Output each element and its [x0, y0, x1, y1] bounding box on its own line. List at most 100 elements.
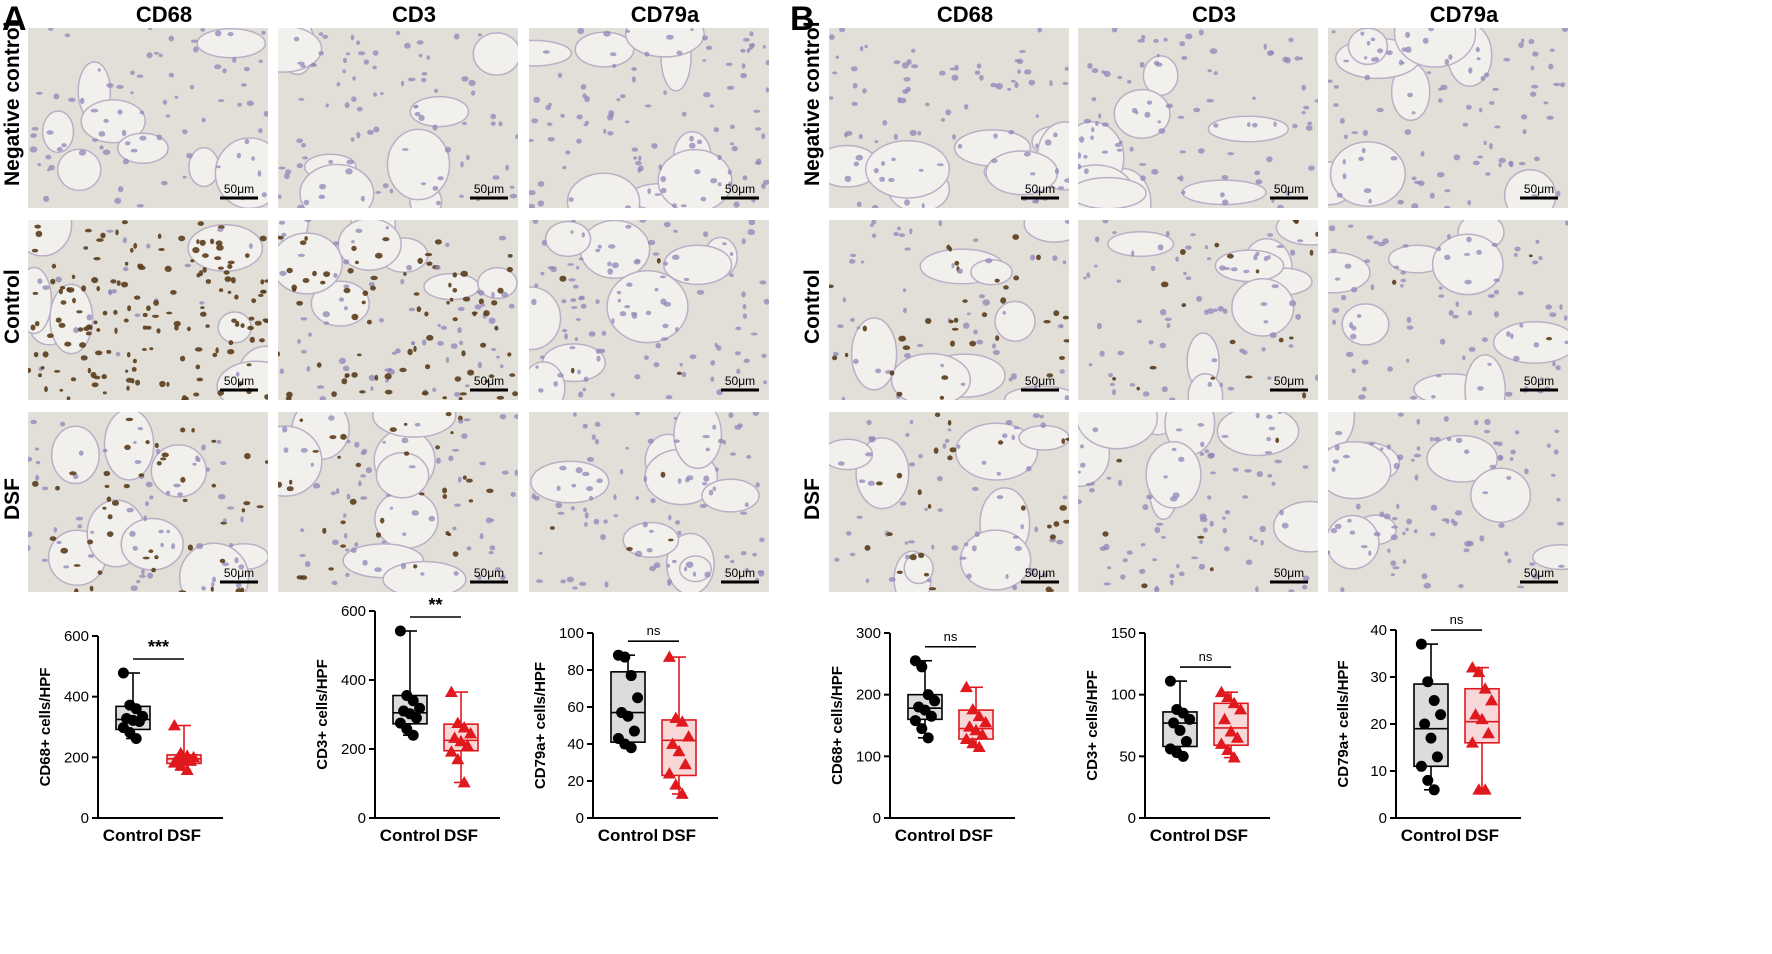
data-point-dsf: [464, 726, 478, 739]
significance-label: **: [428, 595, 442, 615]
y-tick-label: 50: [1119, 748, 1136, 765]
scale-bar-label: 50μm: [474, 374, 504, 388]
micrograph-a-control-cd79a: 50μm: [529, 220, 769, 400]
data-point-control: [407, 729, 419, 741]
y-axis-label: CD79a+ cells/HPF: [532, 662, 549, 789]
data-point-dsf: [966, 702, 980, 715]
data-point-control: [130, 703, 142, 715]
x-category-label: Control: [598, 826, 658, 845]
panel-letter-b: B: [790, 0, 815, 38]
y-tick-label: 200: [64, 749, 89, 766]
data-point-control: [394, 625, 406, 637]
x-category-label: Control: [380, 826, 440, 845]
y-tick-label: 600: [341, 603, 366, 620]
data-point-dsf: [1472, 665, 1486, 678]
y-tick-label: 100: [559, 625, 584, 642]
data-point-control: [1428, 695, 1440, 706]
y-tick-label: 150: [1111, 625, 1136, 642]
data-point-dsf: [454, 734, 468, 747]
data-point-dsf: [1227, 696, 1241, 709]
data-point-control: [133, 716, 145, 728]
x-category-label: Control: [1401, 826, 1461, 845]
scale-bar-label: 50μm: [725, 566, 755, 580]
data-point-dsf: [1481, 726, 1495, 739]
micrograph-b-dsf-cd3: 50μm: [1078, 412, 1318, 592]
data-point-dsf: [662, 767, 676, 779]
y-tick-label: 600: [64, 628, 89, 645]
micrograph-b-negative-control-cd68: 50μm: [829, 28, 1069, 208]
data-point-dsf: [167, 718, 181, 731]
data-point-dsf: [1478, 682, 1492, 694]
data-point-control: [1415, 760, 1427, 772]
y-tick-label: 200: [856, 687, 881, 704]
data-point-dsf: [1465, 736, 1479, 748]
micrograph-a-dsf-cd68: 50μm: [28, 412, 268, 592]
data-point-dsf: [457, 775, 471, 788]
scale-bar-label: 50μm: [1524, 374, 1554, 388]
significance-label: ***: [148, 637, 169, 657]
y-tick-label: 400: [341, 672, 366, 689]
micrograph-b-control-cd3: 50μm: [1078, 220, 1318, 400]
scale-bar-label: 50μm: [224, 374, 254, 388]
data-point-control: [909, 715, 921, 727]
column-header-a-cd79a: CD79a: [630, 2, 700, 27]
data-point-control: [414, 702, 426, 714]
data-point-dsf: [972, 709, 986, 722]
y-tick-label: 0: [1128, 810, 1136, 827]
data-point-dsf: [444, 745, 458, 757]
data-point-dsf: [972, 740, 986, 752]
data-point-control: [130, 733, 142, 745]
data-point-control: [619, 651, 631, 663]
y-tick-label: 0: [81, 810, 89, 827]
data-point-control: [1164, 675, 1176, 687]
data-point-control: [625, 742, 637, 754]
y-tick-label: 0: [358, 810, 366, 827]
data-point-dsf: [669, 711, 683, 723]
x-category-label: DSF: [444, 826, 478, 845]
data-point-dsf: [1227, 751, 1241, 763]
data-point-control: [622, 710, 634, 722]
x-category-label: DSF: [167, 826, 201, 845]
data-point-dsf: [969, 723, 983, 736]
micrograph-a-negative-control-cd68: 50μm: [28, 28, 268, 208]
x-category-label: Control: [895, 826, 955, 845]
scale-bar-label: 50μm: [1274, 374, 1304, 388]
scale-bar-label: 50μm: [1025, 566, 1055, 580]
scale-bar-label: 50μm: [224, 566, 254, 580]
data-point-dsf: [963, 720, 977, 732]
data-point-control: [1425, 732, 1437, 744]
data-point-control: [1174, 724, 1186, 736]
scale-bar-label: 50μm: [1524, 182, 1554, 196]
data-point-dsf: [1218, 712, 1232, 725]
y-tick-label: 40: [1370, 622, 1387, 639]
micrograph-b-dsf-cd68: 50μm: [829, 412, 1069, 592]
data-point-control: [628, 725, 640, 737]
scale-bar-label: 50μm: [1524, 566, 1554, 580]
column-header-b-cd79a: CD79a: [1429, 2, 1499, 27]
data-point-control: [1180, 736, 1192, 748]
data-point-dsf: [675, 787, 689, 799]
data-point-dsf: [666, 737, 680, 749]
data-point-dsf: [1214, 737, 1228, 749]
x-category-label: Control: [103, 826, 163, 845]
scale-bar-label: 50μm: [1274, 182, 1304, 196]
data-point-dsf: [448, 731, 462, 743]
data-point-dsf: [959, 680, 973, 693]
data-point-dsf: [1465, 661, 1479, 673]
column-header-b-cd3: CD3: [1191, 2, 1236, 27]
micrograph-a-negative-control-cd79a: 50μm: [529, 28, 769, 208]
micrograph-b-control-cd79a: 50μm: [1328, 220, 1568, 400]
significance-label: ns: [1199, 649, 1213, 664]
x-category-label: DSF: [662, 826, 696, 845]
data-point-dsf: [444, 685, 458, 697]
y-tick-label: 0: [1379, 810, 1387, 827]
y-axis-label: CD3+ cells/HPF: [314, 659, 331, 769]
data-point-dsf: [979, 715, 993, 728]
data-point-dsf: [966, 736, 980, 749]
x-category-label: DSF: [959, 826, 993, 845]
micrograph-a-negative-control-cd3: 50μm: [278, 28, 518, 208]
x-category-label: DSF: [1465, 826, 1499, 845]
micrograph-b-negative-control-cd79a: 50μm: [1328, 28, 1568, 208]
data-point-dsf: [1214, 685, 1228, 698]
data-point-dsf: [1234, 702, 1248, 715]
